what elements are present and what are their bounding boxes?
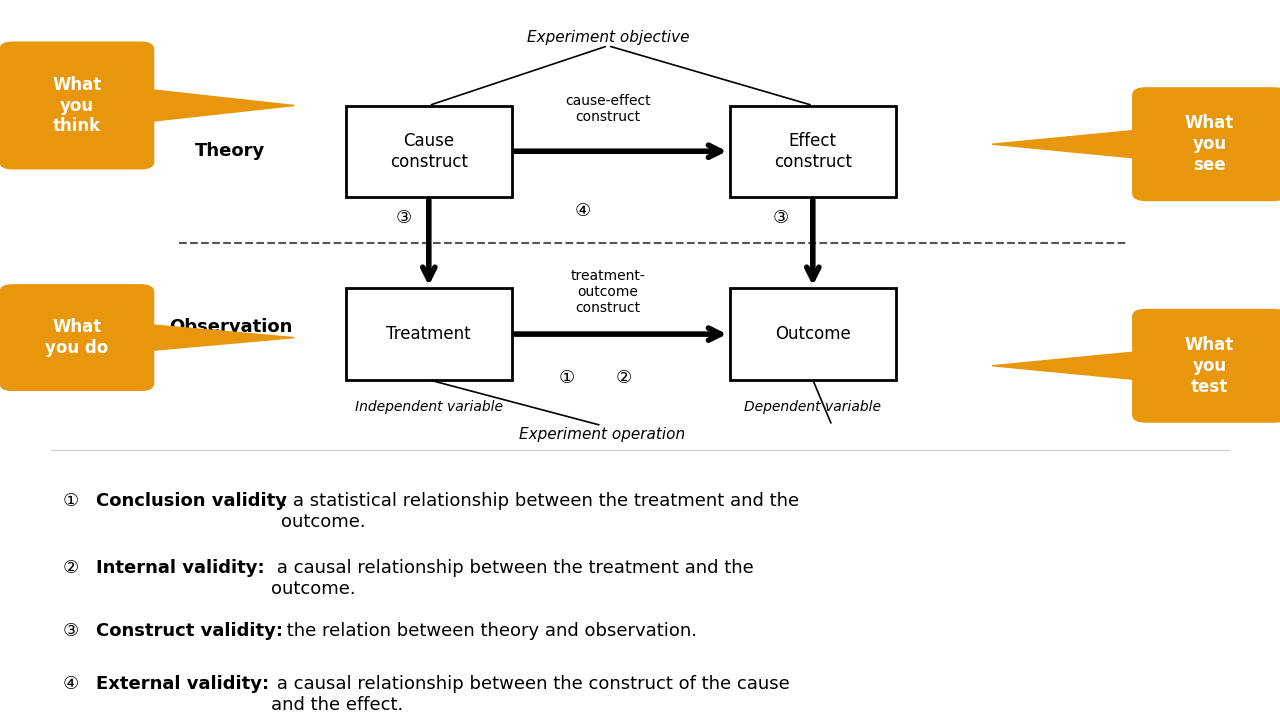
- FancyBboxPatch shape: [346, 289, 512, 380]
- FancyBboxPatch shape: [1133, 88, 1280, 200]
- Text: What
you
test: What you test: [1185, 336, 1234, 395]
- Text: Internal validity:: Internal validity:: [96, 559, 265, 577]
- Text: External validity:: External validity:: [96, 675, 269, 693]
- Polygon shape: [141, 324, 294, 351]
- Text: Treatment: Treatment: [387, 325, 471, 343]
- Text: the relation between theory and observation.: the relation between theory and observat…: [282, 623, 698, 641]
- Text: a causal relationship between the construct of the cause
and the effect.: a causal relationship between the constr…: [271, 675, 790, 714]
- Text: What
you
see: What you see: [1185, 114, 1234, 174]
- Text: ③: ③: [773, 209, 788, 227]
- Text: treatment-
outcome
construct: treatment- outcome construct: [571, 269, 645, 315]
- Polygon shape: [992, 130, 1146, 159]
- Polygon shape: [141, 89, 294, 122]
- Text: ②: ②: [616, 369, 631, 387]
- Text: What
you
think: What you think: [52, 76, 101, 135]
- Text: Cause
construct: Cause construct: [390, 132, 467, 171]
- FancyBboxPatch shape: [1133, 310, 1280, 422]
- Text: ③: ③: [63, 623, 78, 641]
- Text: ③: ③: [396, 209, 411, 227]
- Text: Construct validity:: Construct validity:: [96, 623, 283, 641]
- Text: Conclusion validity: Conclusion validity: [96, 492, 287, 510]
- Text: ④: ④: [575, 202, 590, 220]
- Text: Observation: Observation: [169, 318, 292, 336]
- Text: ②: ②: [63, 559, 78, 577]
- Text: Theory: Theory: [196, 143, 265, 161]
- Text: cause-effect
construct: cause-effect construct: [566, 94, 650, 124]
- Text: Experiment objective: Experiment objective: [527, 30, 689, 45]
- Text: Independent variable: Independent variable: [355, 400, 503, 413]
- Text: What
you do: What you do: [45, 318, 109, 357]
- FancyBboxPatch shape: [730, 106, 896, 197]
- Text: ①: ①: [63, 492, 78, 510]
- Text: ④: ④: [63, 675, 78, 693]
- FancyBboxPatch shape: [730, 289, 896, 380]
- Text: Effect
construct: Effect construct: [774, 132, 851, 171]
- FancyBboxPatch shape: [0, 285, 154, 390]
- Polygon shape: [992, 351, 1146, 381]
- Text: : a statistical relationship between the treatment and the
outcome.: : a statistical relationship between the…: [282, 492, 799, 531]
- FancyBboxPatch shape: [0, 42, 154, 168]
- Text: Experiment operation: Experiment operation: [518, 427, 685, 442]
- Text: Outcome: Outcome: [774, 325, 851, 343]
- Text: a causal relationship between the treatment and the
outcome.: a causal relationship between the treatm…: [271, 559, 754, 598]
- Text: Dependent variable: Dependent variable: [744, 400, 882, 413]
- Text: ①: ①: [559, 369, 575, 387]
- FancyBboxPatch shape: [346, 106, 512, 197]
